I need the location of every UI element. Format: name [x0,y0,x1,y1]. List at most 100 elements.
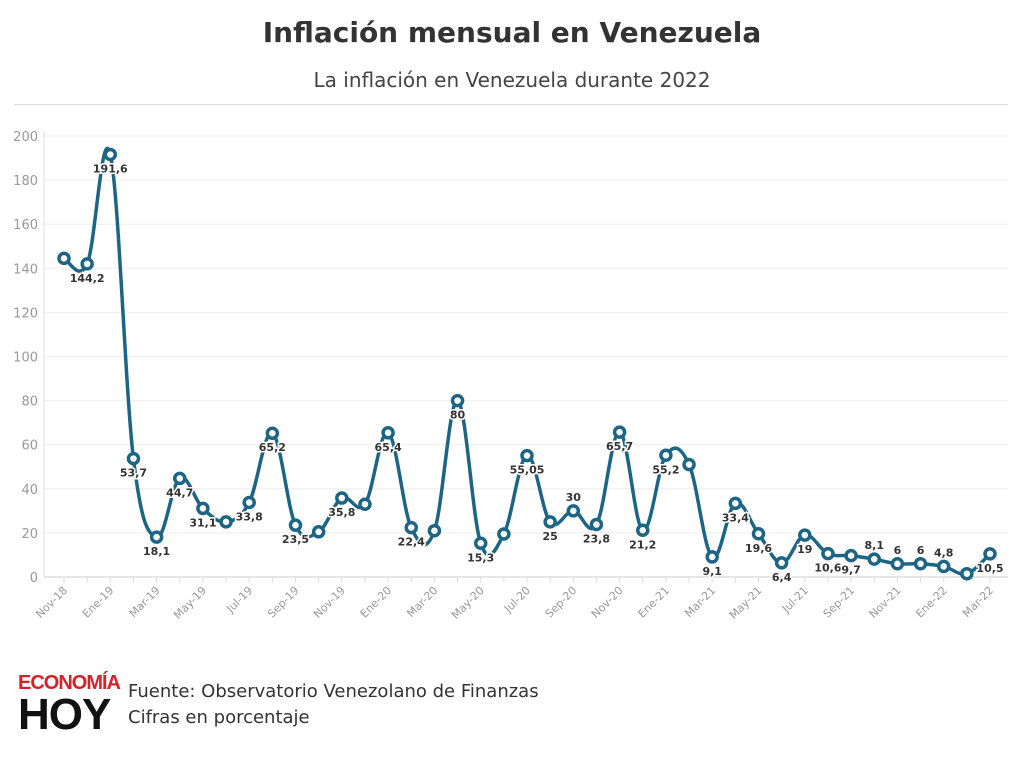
x-tick-label: Mar-21 [682,584,718,620]
x-tick-label: Sep-20 [543,584,580,621]
data-point [636,523,650,538]
data-point [844,548,858,563]
y-tick-label: 80 [21,395,38,410]
data-point [358,497,372,511]
data-point [335,491,349,505]
logo-bottom-text: HOY [18,690,111,739]
data-point [80,257,94,271]
data-point [219,515,233,529]
data-point [473,536,488,551]
data-point [821,546,835,561]
data-point [57,251,71,266]
data-label: 33,4 [722,511,749,524]
data-point [242,495,256,510]
divider [14,104,1008,105]
data-label: 10,5 [976,562,1003,575]
data-point [890,557,905,571]
data-point [543,515,557,529]
data-label: 30 [566,491,582,504]
data-label: 6 [894,544,902,557]
data-point [728,496,743,511]
data-label: 8,1 [865,539,885,552]
x-tick-label: Ene-22 [913,584,950,621]
x-tick-label: Nov-18 [33,584,70,621]
data-point [774,556,789,570]
source-text: Fuente: Observatorio Venezolano de Finan… [128,681,539,702]
data-point [867,552,881,566]
data-label: 19,6 [745,542,772,555]
y-tick-label: 160 [13,218,38,233]
data-point [751,527,766,541]
chart-title: Inflación mensual en Venezuela [262,16,762,49]
x-tick-label: Jul-19 [223,584,255,616]
data-label: 65,7 [606,440,633,453]
data-label: 144,2 [70,272,105,285]
data-label: 10,6 [814,562,841,575]
data-point [103,147,118,162]
data-label: 19 [797,543,812,556]
data-point [798,528,812,542]
data-label: 23,5 [282,533,309,546]
x-tick-label: Nov-19 [311,584,348,621]
data-point [450,393,465,408]
data-label: 80 [450,409,466,422]
data-point [936,559,951,574]
y-tick-label: 140 [13,262,38,277]
data-point [983,547,997,561]
data-label: 6 [917,544,925,557]
data-point [311,525,326,539]
data-label: 15,3 [467,551,494,564]
logo-top-text: ECONOMÍA [18,672,121,694]
x-tick-label: Nov-21 [867,584,904,621]
x-tick-label: Nov-20 [589,584,626,621]
data-label: 65,2 [259,441,286,454]
y-tick-label: 180 [13,174,38,189]
data-point [497,527,511,541]
x-tick-label: Ene-21 [635,584,672,621]
data-point [659,448,673,463]
x-tick-label: Jul-20 [501,584,533,616]
data-point [913,557,928,571]
x-tick-label: Ene-20 [358,584,395,621]
y-tick-label: 100 [13,351,38,366]
x-tick-label: Sep-19 [265,584,302,621]
data-label: 35,8 [328,506,355,519]
x-tick-label: May-20 [449,584,487,622]
x-tick-label: Mar-19 [127,584,163,620]
data-label: 191,6 [93,163,128,176]
data-label: 44,7 [166,486,193,499]
data-point [566,504,581,518]
data-label: 31,1 [189,516,216,529]
data-point [682,457,696,472]
data-label: 23,8 [583,533,610,546]
data-label: 55,2 [652,463,679,476]
data-label: 55,05 [510,464,545,477]
data-point [149,530,164,544]
data-label: 9,1 [702,565,722,578]
data-point [126,451,141,466]
data-point [196,501,210,516]
data-label: 4,8 [934,546,954,559]
data-point [265,426,280,440]
x-tick-label: Sep-21 [821,584,858,621]
y-tick-label: 40 [21,483,38,498]
x-tick-label: Ene-19 [80,584,117,621]
data-point [288,518,303,532]
x-tick-label: Mar-22 [960,584,996,620]
data-point [427,523,442,538]
x-tick-label: May-21 [727,584,765,622]
data-label: 25 [542,530,557,543]
y-tick-label: 120 [13,306,38,321]
data-point [612,425,627,439]
data-point [960,566,974,581]
data-label: 65,4 [375,441,402,454]
line-chart: 0 20 40 60 80 100 120 140 160 180 200 Nov-18 Ene-19 M… [13,130,1008,622]
data-point [381,426,395,440]
y-tick-label: 20 [21,527,38,542]
data-label: 53,7 [120,467,147,480]
data-label: 22,4 [398,536,425,549]
y-tick-label: 200 [13,130,38,145]
data-label: 33,8 [236,510,263,523]
y-tick-label: 60 [21,439,38,454]
data-point [404,520,418,535]
